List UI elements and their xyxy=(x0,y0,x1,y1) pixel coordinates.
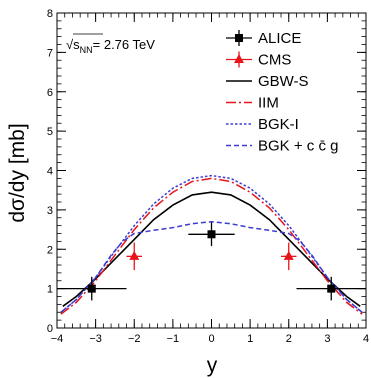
energy-sqrt-s: √s xyxy=(66,37,80,52)
legend: ALICE CMS GBW-S IIM BGK-I BGK + c c̄ g xyxy=(226,30,338,155)
bgk-c-c-g-curve xyxy=(60,220,363,313)
x-tick-label: 1 xyxy=(247,333,253,345)
y-tick-label: 2 xyxy=(47,244,53,256)
legend-cms-marker xyxy=(234,54,244,63)
x-tick-label: −4 xyxy=(51,333,64,345)
axis-ticks: −4 −3 −2 −1 0 1 2 3 4 0 1 2 3 4 5 6 7 8 xyxy=(47,8,369,345)
x-tick-label: 2 xyxy=(286,333,292,345)
x-tick-label: −3 xyxy=(89,333,102,345)
iim-curve xyxy=(60,177,363,315)
x-tick-label: −1 xyxy=(167,333,180,345)
y-tick-label: 8 xyxy=(47,8,53,20)
x-tick-label: −2 xyxy=(128,333,141,345)
legend-bgk-i-label: BGK-I xyxy=(258,116,299,133)
y-tick-label: 6 xyxy=(47,87,53,99)
legend-cms-label: CMS xyxy=(258,52,291,69)
y-tick-label: 7 xyxy=(47,47,53,59)
alice-point xyxy=(207,230,216,239)
plot-frame xyxy=(56,12,367,329)
legend-alice-label: ALICE xyxy=(258,30,301,47)
x-axis-title: y xyxy=(207,354,218,377)
cms-point xyxy=(129,250,140,260)
y-tick-label: 5 xyxy=(47,126,53,138)
data-points xyxy=(57,222,366,301)
alice-point xyxy=(327,284,336,293)
legend-bgk-c-c-g-label: BGK + c c̄ g xyxy=(258,138,338,155)
x-tick-label: 4 xyxy=(363,333,369,345)
energy-subscript: NN xyxy=(80,45,93,55)
x-tick-label: 0 xyxy=(208,333,214,345)
legend-alice-marker xyxy=(235,34,243,42)
gbw-s-curve xyxy=(62,191,361,307)
y-tick-label: 1 xyxy=(47,284,53,296)
y-tick-label: 3 xyxy=(47,205,53,217)
cms-point xyxy=(283,250,294,260)
legend-iim-label: IIM xyxy=(258,95,279,112)
svg-text:√sNN= 2.76 TeV: √sNN= 2.76 TeV xyxy=(66,37,155,55)
bgk-i-curve xyxy=(60,174,363,313)
model-curves xyxy=(60,174,363,315)
y-tick-label: 4 xyxy=(47,166,53,178)
x-tick-label: 3 xyxy=(324,333,330,345)
alice-point xyxy=(87,284,96,293)
y-tick-label: 0 xyxy=(47,323,53,335)
energy-value: = 2.76 TeV xyxy=(93,37,156,52)
energy-annotation: √sNN= 2.76 TeV xyxy=(66,33,155,55)
y-axis-title: dσ/dy [mb] xyxy=(6,123,29,222)
legend-gbw-s-label: GBW-S xyxy=(258,73,309,90)
